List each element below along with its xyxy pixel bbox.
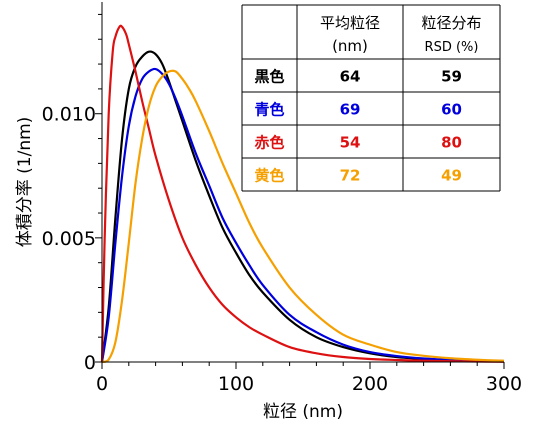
table-cell: 80	[441, 134, 462, 152]
x-axis-title: 粒径 (nm)	[263, 402, 343, 422]
table-row-label: 青色	[254, 101, 284, 119]
y-tick-label: 0.010	[42, 104, 96, 126]
x-tick-label: 100	[218, 373, 254, 395]
x-tick-label: 300	[486, 373, 522, 395]
table-cell: 54	[340, 134, 361, 152]
series-line-3	[100, 24, 505, 363]
ticks-group	[95, 13, 505, 369]
x-tick-label: 0	[96, 373, 108, 395]
table-cell: 69	[340, 101, 361, 119]
y-axis-title: 体積分率 (1/nm)	[15, 117, 35, 248]
series-line-1	[100, 50, 505, 363]
summary-table: 平均粒径 (nm) 粒径分布 RSD (%) 黒色 64 59 青色 69 60 赤色 54 80 黄色 7…	[241, 4, 501, 192]
table-cell: 60	[441, 101, 462, 119]
series-line-4	[101, 69, 505, 364]
table-row-label: 黄色	[254, 167, 284, 185]
table-cell: 64	[340, 68, 361, 86]
table-row-label: 黒色	[254, 68, 284, 86]
axes-group	[101, 2, 504, 363]
table-background	[242, 5, 500, 191]
table-cell: 59	[441, 68, 462, 86]
table-cell: 72	[340, 167, 361, 185]
x-tick-label: 200	[352, 373, 388, 395]
table-cell: 49	[441, 167, 462, 185]
series-line-2	[100, 67, 505, 363]
curves-group	[100, 24, 505, 364]
table-header: 粒径分布	[421, 14, 481, 32]
y-tick-label: 0	[84, 352, 96, 374]
y-tick-label: 0.005	[42, 228, 96, 250]
table-header-sub: RSD (%)	[425, 40, 479, 55]
tick-labels-group: 0 100 200 300 0 0.005 0.010	[42, 104, 523, 395]
table-row-label: 赤色	[254, 134, 284, 152]
table-header-sub: (nm)	[332, 37, 368, 55]
table-header: 平均粒径	[320, 14, 380, 32]
